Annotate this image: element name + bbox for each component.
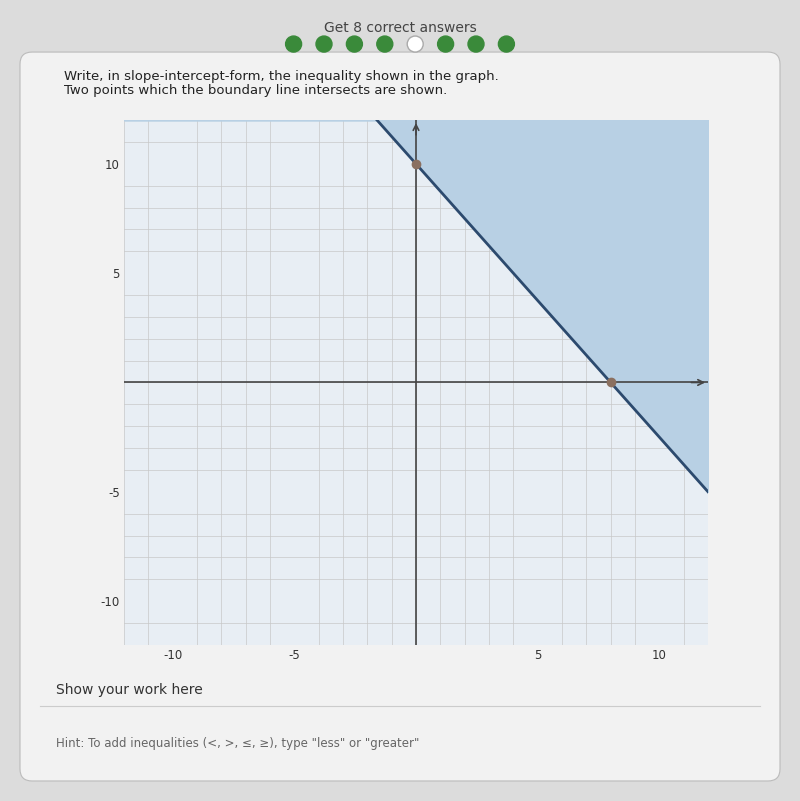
FancyBboxPatch shape: [20, 52, 780, 781]
Circle shape: [377, 36, 393, 52]
Text: Write, in slope-intercept-form, the inequality shown in the graph.: Write, in slope-intercept-form, the ineq…: [64, 70, 498, 83]
Circle shape: [407, 36, 423, 52]
Circle shape: [316, 36, 332, 52]
Text: Hint: To add inequalities (<, >, ≤, ≥), type "less" or "greater": Hint: To add inequalities (<, >, ≤, ≥), …: [56, 737, 419, 750]
Circle shape: [498, 36, 514, 52]
Text: Get 8 correct answers: Get 8 correct answers: [324, 21, 476, 35]
Circle shape: [438, 36, 454, 52]
Circle shape: [286, 36, 302, 52]
Text: Two points which the boundary line intersects are shown.: Two points which the boundary line inter…: [64, 84, 447, 97]
Text: Show your work here: Show your work here: [56, 683, 202, 698]
Circle shape: [468, 36, 484, 52]
Circle shape: [346, 36, 362, 52]
